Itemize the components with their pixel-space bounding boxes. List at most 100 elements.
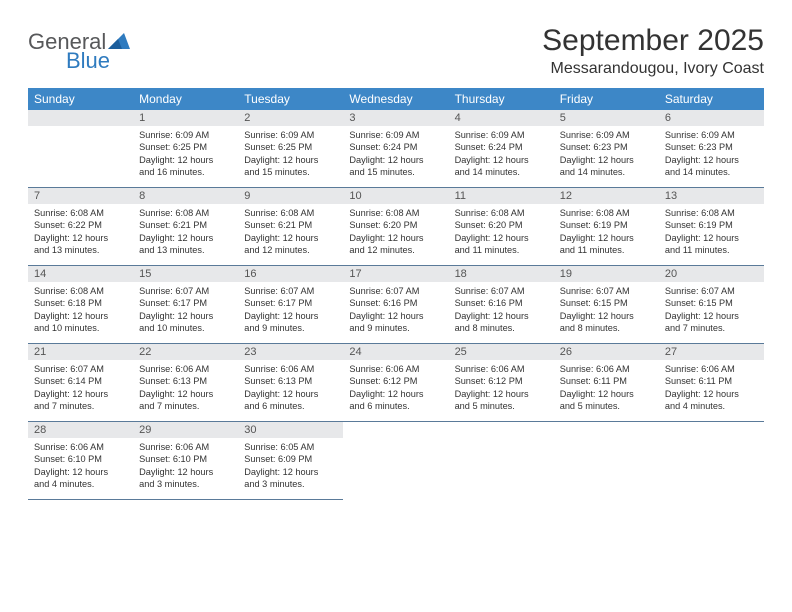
sunset-text: Sunset: 6:21 PM (244, 219, 337, 231)
daylight-text-2: and 14 minutes. (455, 166, 548, 178)
calendar-cell: 2Sunrise: 6:09 AMSunset: 6:25 PMDaylight… (238, 110, 343, 188)
day-content: Sunrise: 6:07 AMSunset: 6:17 PMDaylight:… (133, 282, 238, 340)
daylight-text-1: Daylight: 12 hours (349, 232, 442, 244)
daylight-text-2: and 5 minutes. (560, 400, 653, 412)
day-number: 14 (28, 266, 133, 282)
day-number: 28 (28, 422, 133, 438)
calendar-cell: 18Sunrise: 6:07 AMSunset: 6:16 PMDayligh… (449, 266, 554, 344)
day-content: Sunrise: 6:09 AMSunset: 6:24 PMDaylight:… (449, 126, 554, 184)
logo-text: General Blue (28, 30, 130, 72)
calendar-cell: 4Sunrise: 6:09 AMSunset: 6:24 PMDaylight… (449, 110, 554, 188)
day-content: Sunrise: 6:06 AMSunset: 6:10 PMDaylight:… (133, 438, 238, 496)
calendar-cell: 24Sunrise: 6:06 AMSunset: 6:12 PMDayligh… (343, 344, 448, 422)
calendar-cell: 14Sunrise: 6:08 AMSunset: 6:18 PMDayligh… (28, 266, 133, 344)
daylight-text-1: Daylight: 12 hours (560, 310, 653, 322)
day-number: 19 (554, 266, 659, 282)
sunrise-text: Sunrise: 6:08 AM (665, 207, 758, 219)
day-content: Sunrise: 6:08 AMSunset: 6:19 PMDaylight:… (659, 204, 764, 262)
weekday-label: Friday (554, 88, 659, 110)
daylight-text-2: and 12 minutes. (349, 244, 442, 256)
calendar-cell (449, 422, 554, 500)
daylight-text-1: Daylight: 12 hours (139, 388, 232, 400)
sunrise-text: Sunrise: 6:09 AM (560, 129, 653, 141)
daylight-text-1: Daylight: 12 hours (244, 310, 337, 322)
sunrise-text: Sunrise: 6:08 AM (244, 207, 337, 219)
day-number: 29 (133, 422, 238, 438)
day-number: 11 (449, 188, 554, 204)
sunrise-text: Sunrise: 6:07 AM (560, 285, 653, 297)
sunset-text: Sunset: 6:12 PM (455, 375, 548, 387)
day-content: Sunrise: 6:06 AMSunset: 6:13 PMDaylight:… (133, 360, 238, 418)
daylight-text-2: and 16 minutes. (139, 166, 232, 178)
sunrise-text: Sunrise: 6:06 AM (139, 363, 232, 375)
weekday-label: Saturday (659, 88, 764, 110)
day-number: 9 (238, 188, 343, 204)
day-content: Sunrise: 6:08 AMSunset: 6:20 PMDaylight:… (343, 204, 448, 262)
daylight-text-1: Daylight: 12 hours (560, 388, 653, 400)
calendar-cell: 6Sunrise: 6:09 AMSunset: 6:23 PMDaylight… (659, 110, 764, 188)
sunset-text: Sunset: 6:17 PM (244, 297, 337, 309)
sunset-text: Sunset: 6:22 PM (34, 219, 127, 231)
daylight-text-1: Daylight: 12 hours (349, 388, 442, 400)
daylight-text-1: Daylight: 12 hours (349, 310, 442, 322)
day-content: Sunrise: 6:08 AMSunset: 6:22 PMDaylight:… (28, 204, 133, 262)
daylight-text-1: Daylight: 12 hours (665, 232, 758, 244)
sunset-text: Sunset: 6:16 PM (349, 297, 442, 309)
day-content: Sunrise: 6:07 AMSunset: 6:15 PMDaylight:… (554, 282, 659, 340)
day-number: 27 (659, 344, 764, 360)
sunrise-text: Sunrise: 6:07 AM (455, 285, 548, 297)
daylight-text-1: Daylight: 12 hours (665, 310, 758, 322)
daylight-text-1: Daylight: 12 hours (244, 232, 337, 244)
sunset-text: Sunset: 6:09 PM (244, 453, 337, 465)
sunset-text: Sunset: 6:23 PM (560, 141, 653, 153)
sunrise-text: Sunrise: 6:08 AM (455, 207, 548, 219)
weekday-label: Monday (133, 88, 238, 110)
day-number: 26 (554, 344, 659, 360)
weekday-label: Thursday (449, 88, 554, 110)
sunrise-text: Sunrise: 6:08 AM (34, 207, 127, 219)
sunrise-text: Sunrise: 6:09 AM (139, 129, 232, 141)
sunrise-text: Sunrise: 6:06 AM (455, 363, 548, 375)
daylight-text-2: and 13 minutes. (139, 244, 232, 256)
daylight-text-1: Daylight: 12 hours (244, 466, 337, 478)
daylight-text-2: and 8 minutes. (560, 322, 653, 334)
calendar-cell: 21Sunrise: 6:07 AMSunset: 6:14 PMDayligh… (28, 344, 133, 422)
calendar-cell: 20Sunrise: 6:07 AMSunset: 6:15 PMDayligh… (659, 266, 764, 344)
daylight-text-1: Daylight: 12 hours (139, 310, 232, 322)
day-number: 12 (554, 188, 659, 204)
calendar-cell: 16Sunrise: 6:07 AMSunset: 6:17 PMDayligh… (238, 266, 343, 344)
sunrise-text: Sunrise: 6:06 AM (349, 363, 442, 375)
sunset-text: Sunset: 6:20 PM (455, 219, 548, 231)
sunrise-text: Sunrise: 6:06 AM (560, 363, 653, 375)
daylight-text-1: Daylight: 12 hours (139, 466, 232, 478)
sunset-text: Sunset: 6:10 PM (139, 453, 232, 465)
calendar-cell (343, 422, 448, 500)
day-content: Sunrise: 6:06 AMSunset: 6:11 PMDaylight:… (554, 360, 659, 418)
day-number: 30 (238, 422, 343, 438)
daylight-text-1: Daylight: 12 hours (139, 154, 232, 166)
daylight-text-2: and 13 minutes. (34, 244, 127, 256)
day-content (449, 438, 554, 446)
daylight-text-2: and 11 minutes. (455, 244, 548, 256)
weekday-label: Wednesday (343, 88, 448, 110)
day-content: Sunrise: 6:06 AMSunset: 6:12 PMDaylight:… (343, 360, 448, 418)
day-content: Sunrise: 6:06 AMSunset: 6:10 PMDaylight:… (28, 438, 133, 496)
daylight-text-2: and 6 minutes. (244, 400, 337, 412)
day-number: 17 (343, 266, 448, 282)
calendar-cell: 11 Sunrise: 6:08 AMSunset: 6:20 PMDayligh… (449, 188, 554, 266)
day-content: Sunrise: 6:06 AMSunset: 6:13 PMDaylight:… (238, 360, 343, 418)
sunset-text: Sunset: 6:13 PM (139, 375, 232, 387)
daylight-text-2: and 11 minutes. (665, 244, 758, 256)
daylight-text-1: Daylight: 12 hours (665, 154, 758, 166)
day-number: 10 (343, 188, 448, 204)
calendar-body: 1Sunrise: 6:09 AMSunset: 6:25 PMDaylight… (28, 110, 764, 500)
daylight-text-2: and 6 minutes. (349, 400, 442, 412)
day-content: Sunrise: 6:08 AMSunset: 6:18 PMDaylight:… (28, 282, 133, 340)
sunrise-text: Sunrise: 6:09 AM (244, 129, 337, 141)
day-number: 5 (554, 110, 659, 126)
daylight-text-2: and 4 minutes. (34, 478, 127, 490)
calendar-cell: 27Sunrise: 6:06 AMSunset: 6:11 PMDayligh… (659, 344, 764, 422)
calendar-cell: 29Sunrise: 6:06 AMSunset: 6:10 PMDayligh… (133, 422, 238, 500)
sunrise-text: Sunrise: 6:07 AM (665, 285, 758, 297)
daylight-text-1: Daylight: 12 hours (455, 232, 548, 244)
